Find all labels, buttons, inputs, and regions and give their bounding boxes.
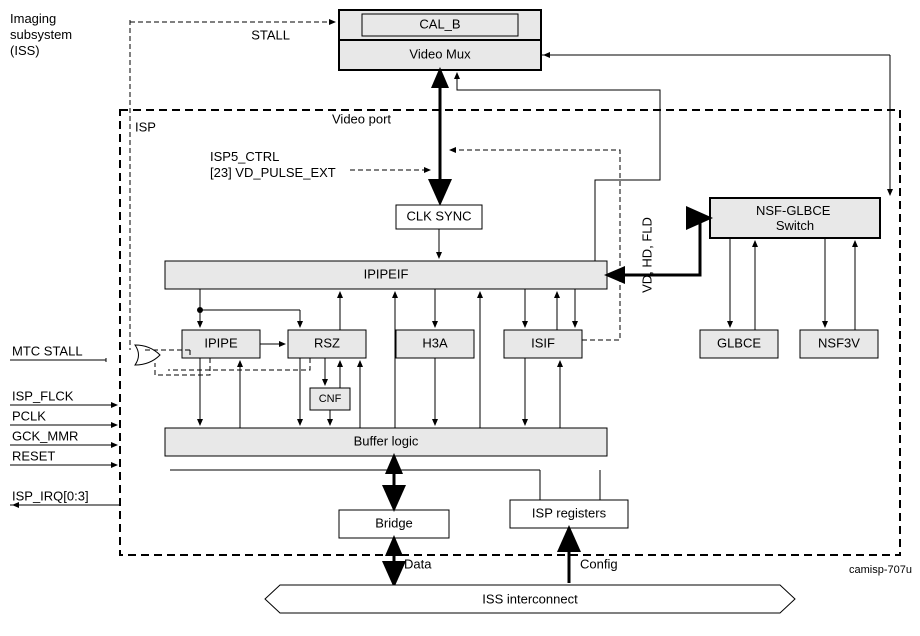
nsf3v-label: NSF3V bbox=[818, 335, 860, 350]
glbce-label: GLBCE bbox=[717, 335, 761, 350]
isp-label: ISP bbox=[135, 119, 156, 134]
video-port-label: Video port bbox=[332, 111, 391, 126]
video-mux-label: Video Mux bbox=[409, 46, 471, 61]
signal-isp-flck: ISP_FLCK bbox=[10, 388, 117, 405]
isif-label: ISIF bbox=[531, 335, 555, 350]
rsz-label: RSZ bbox=[314, 335, 340, 350]
data-label: Data bbox=[404, 556, 432, 571]
buffer-logic-label: Buffer logic bbox=[354, 433, 419, 448]
isp-registers-label: ISP registers bbox=[532, 505, 607, 520]
bridge-label: Bridge bbox=[375, 515, 413, 530]
svg-text:PCLK: PCLK bbox=[12, 408, 46, 423]
ipipe-label: IPIPE bbox=[204, 335, 238, 350]
or-gate bbox=[135, 345, 160, 365]
figure-id: camisp-707u bbox=[849, 564, 912, 576]
svg-text:ISP_FLCK: ISP_FLCK bbox=[12, 388, 74, 403]
signal-pclk: PCLK bbox=[10, 408, 117, 425]
signal-gck-mmr: GCK_MMR bbox=[10, 428, 117, 445]
signal-isp-irq: ISP_IRQ[0:3] bbox=[10, 488, 120, 505]
svg-text:ISP_IRQ[0:3]: ISP_IRQ[0:3] bbox=[12, 488, 89, 503]
isp-block-diagram: Imaging subsystem (ISS) ISP CAL_B Video … bbox=[0, 0, 920, 636]
config-label: Config bbox=[580, 556, 618, 571]
cnf-label: CNF bbox=[319, 393, 342, 405]
vd-hd-fld-label: VD, HD, FLD bbox=[639, 217, 654, 293]
mtc-stall-label: MTC STALL bbox=[12, 343, 83, 358]
svg-text:RESET: RESET bbox=[12, 448, 55, 463]
clk-sync-label: CLK SYNC bbox=[406, 208, 471, 223]
isp5-ctrl-label: ISP5_CTRL [23] VD_PULSE_EXT bbox=[210, 149, 336, 180]
stall-label: STALL bbox=[251, 27, 290, 42]
iss-interconnect-label: ISS interconnect bbox=[482, 591, 578, 606]
h3a-label: H3A bbox=[422, 335, 448, 350]
svg-text:GCK_MMR: GCK_MMR bbox=[12, 428, 78, 443]
signal-reset: RESET bbox=[10, 448, 117, 465]
ipipeif-label: IPIPEIF bbox=[364, 266, 409, 281]
iss-label: Imaging subsystem (ISS) bbox=[10, 11, 76, 58]
cal-b-label: CAL_B bbox=[419, 16, 460, 31]
